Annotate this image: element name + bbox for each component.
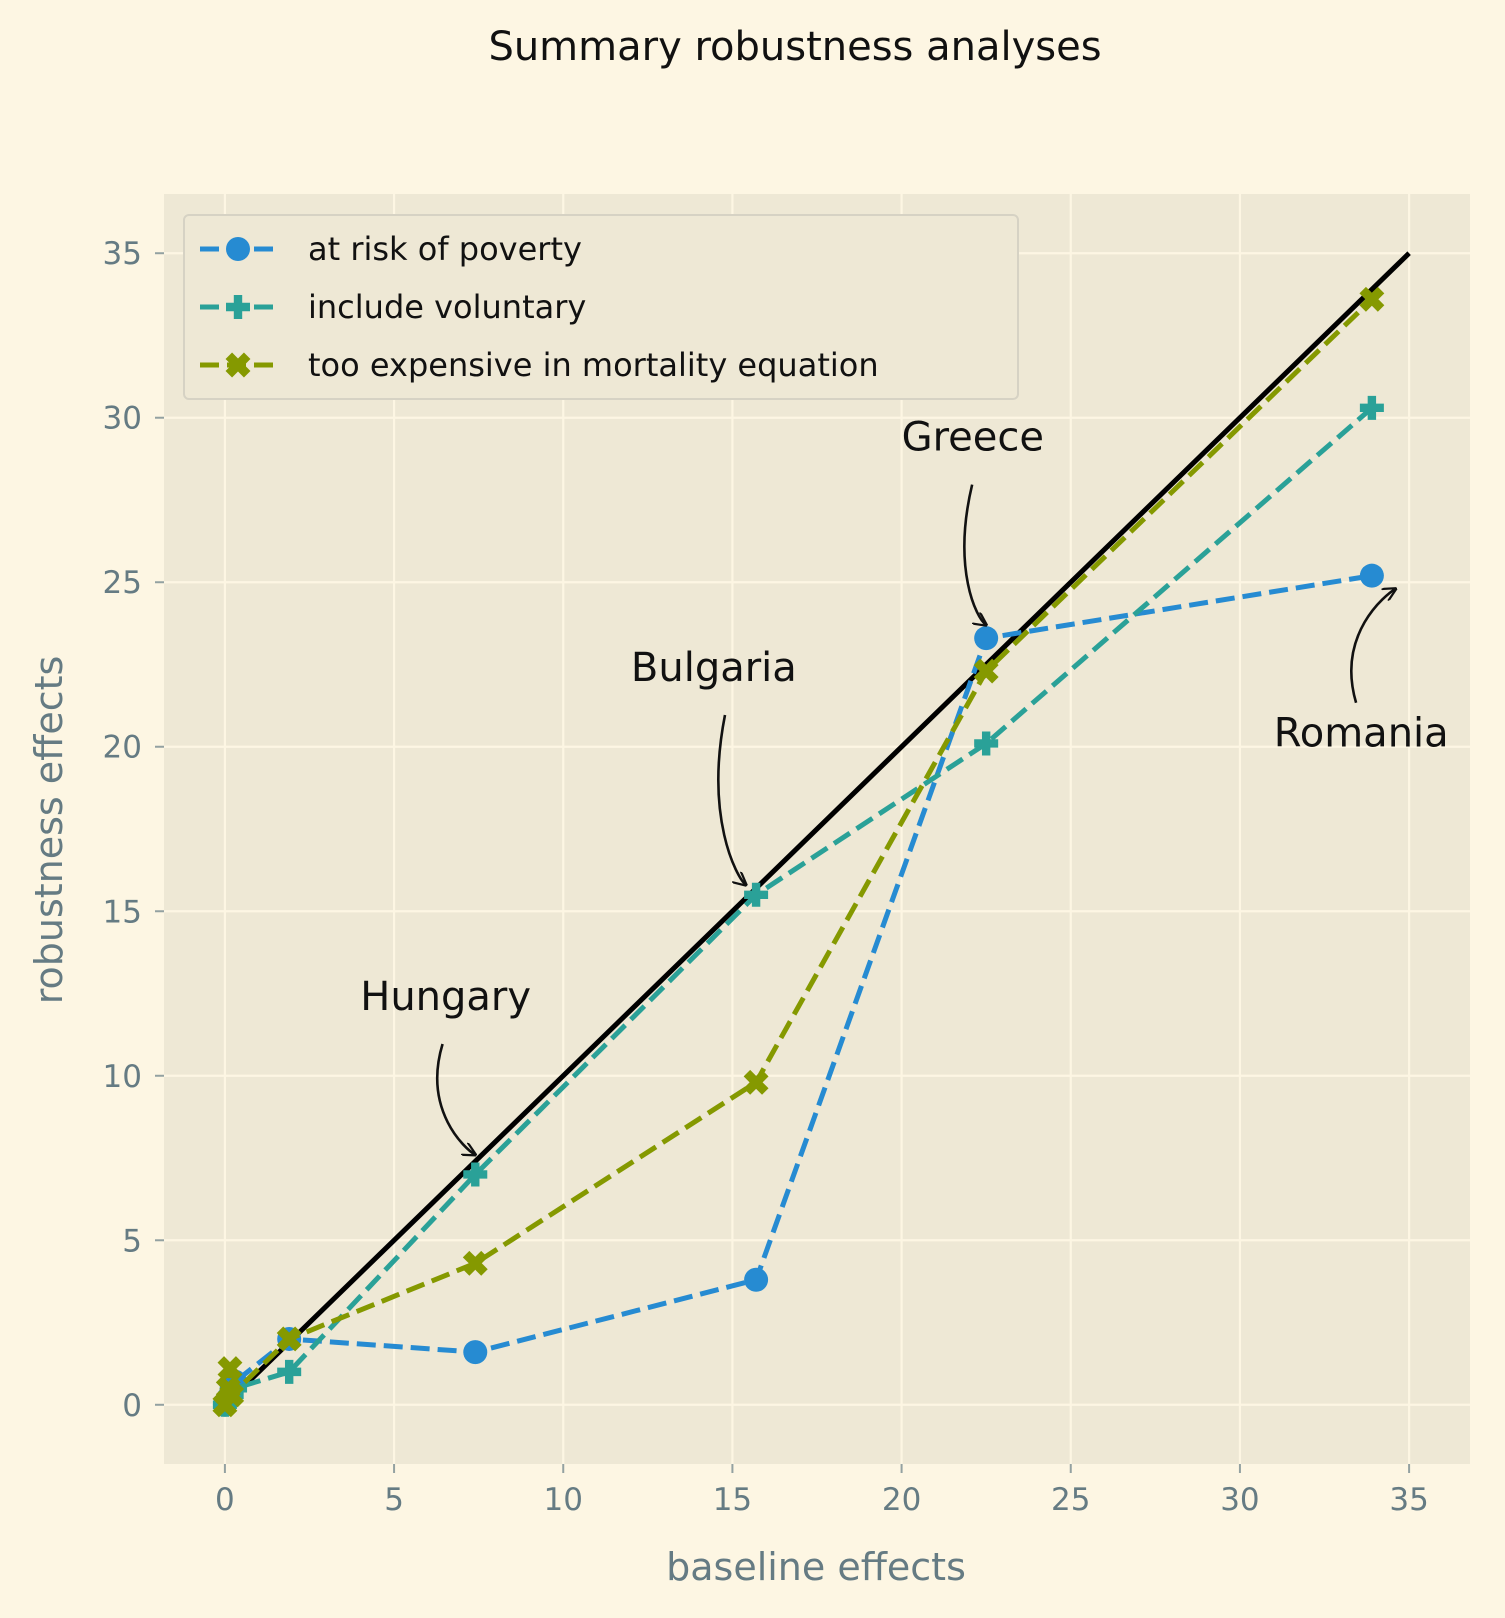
y-tick-label: 25	[103, 565, 142, 601]
y-tick-label: 30	[103, 401, 142, 437]
y-tick-label: 5	[122, 1223, 142, 1259]
data-point	[219, 1382, 245, 1408]
annotation-arrow	[963, 484, 986, 625]
legend-item: at risk of poverty	[200, 230, 582, 268]
annotation-greece: Greece	[902, 415, 1044, 625]
legend-label: too expensive in mortality equation	[308, 346, 879, 384]
legend: at risk of poverty include voluntary too e…	[183, 214, 1019, 400]
x-tick-label: 25	[1051, 1482, 1090, 1518]
x-tick-label: 35	[1389, 1482, 1428, 1518]
y-tick-label: 35	[103, 236, 142, 272]
annotation-label: Hungary	[360, 974, 531, 1020]
data-point	[744, 1267, 769, 1292]
legend-label: include voluntary	[308, 288, 586, 326]
annotation-bulgaria: Bulgaria	[631, 645, 797, 885]
series-2	[212, 286, 1385, 1418]
x-tick-label: 5	[384, 1482, 404, 1518]
legend-item: include voluntary	[200, 288, 586, 326]
x-tick-label: 10	[544, 1482, 583, 1518]
data-point	[744, 882, 769, 907]
data-point	[277, 1359, 302, 1384]
plot-area: 0 5 10 15 20 25 30 35 0 5 10 15 20 25 30 35 Hungary Bulga…	[103, 194, 1470, 1518]
y-tick-label: 15	[103, 894, 142, 930]
data-point	[276, 1326, 302, 1352]
data-point	[973, 658, 999, 684]
legend-item: too expensive in mortality equation	[200, 346, 879, 384]
annotation-arrow	[1350, 589, 1395, 704]
y-tick-label: 10	[103, 1059, 142, 1095]
reference-line	[223, 251, 1411, 1407]
data-point	[462, 1250, 488, 1276]
annotation-label: Greece	[902, 415, 1044, 461]
annotation-arrow	[436, 1043, 475, 1155]
x-tick-label: 30	[1220, 1482, 1259, 1518]
data-point	[974, 731, 999, 756]
annotation-romania: Romania	[1274, 589, 1449, 757]
data-point	[974, 626, 999, 651]
y-tick-label: 0	[122, 1388, 142, 1424]
legend-label: at risk of poverty	[308, 230, 582, 268]
data-point	[743, 1069, 769, 1095]
x-axis-label: baseline effects	[666, 1545, 966, 1589]
y-axis-label: robustness effects	[27, 656, 71, 1005]
x-tick-label: 20	[882, 1482, 921, 1518]
data-point	[463, 1340, 488, 1365]
legend-frame	[183, 214, 1019, 400]
y-tick-label: 20	[103, 730, 142, 766]
x-tick-label: 0	[215, 1482, 235, 1518]
annotation-label: Bulgaria	[631, 645, 797, 691]
data-point	[1359, 286, 1385, 312]
data-point	[226, 237, 250, 261]
data-point	[217, 1356, 243, 1382]
chart-title: Summary robustness analyses	[488, 24, 1101, 70]
annotation-arrow	[717, 714, 746, 885]
data-point	[1359, 395, 1384, 420]
data-point	[226, 295, 250, 319]
annotation-hungary: Hungary	[360, 974, 531, 1155]
data-point	[1359, 563, 1384, 588]
x-tick-label: 15	[713, 1482, 752, 1518]
data-point	[225, 352, 251, 378]
annotation-label: Romania	[1274, 711, 1449, 757]
data-point	[463, 1162, 488, 1187]
